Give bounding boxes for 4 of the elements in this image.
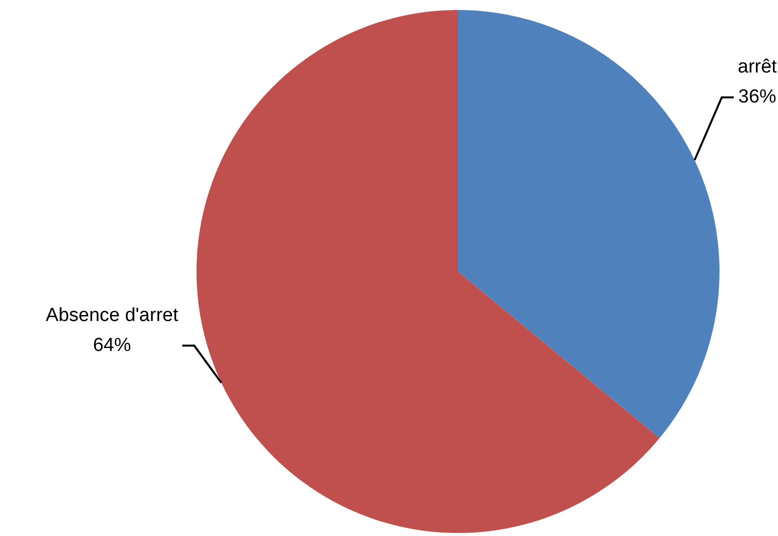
slice-label: arrêt: [738, 56, 778, 78]
data-label: 36%: [738, 86, 776, 108]
slice-label: Absence d'arret: [46, 304, 179, 326]
data-label: 64%: [92, 334, 132, 356]
